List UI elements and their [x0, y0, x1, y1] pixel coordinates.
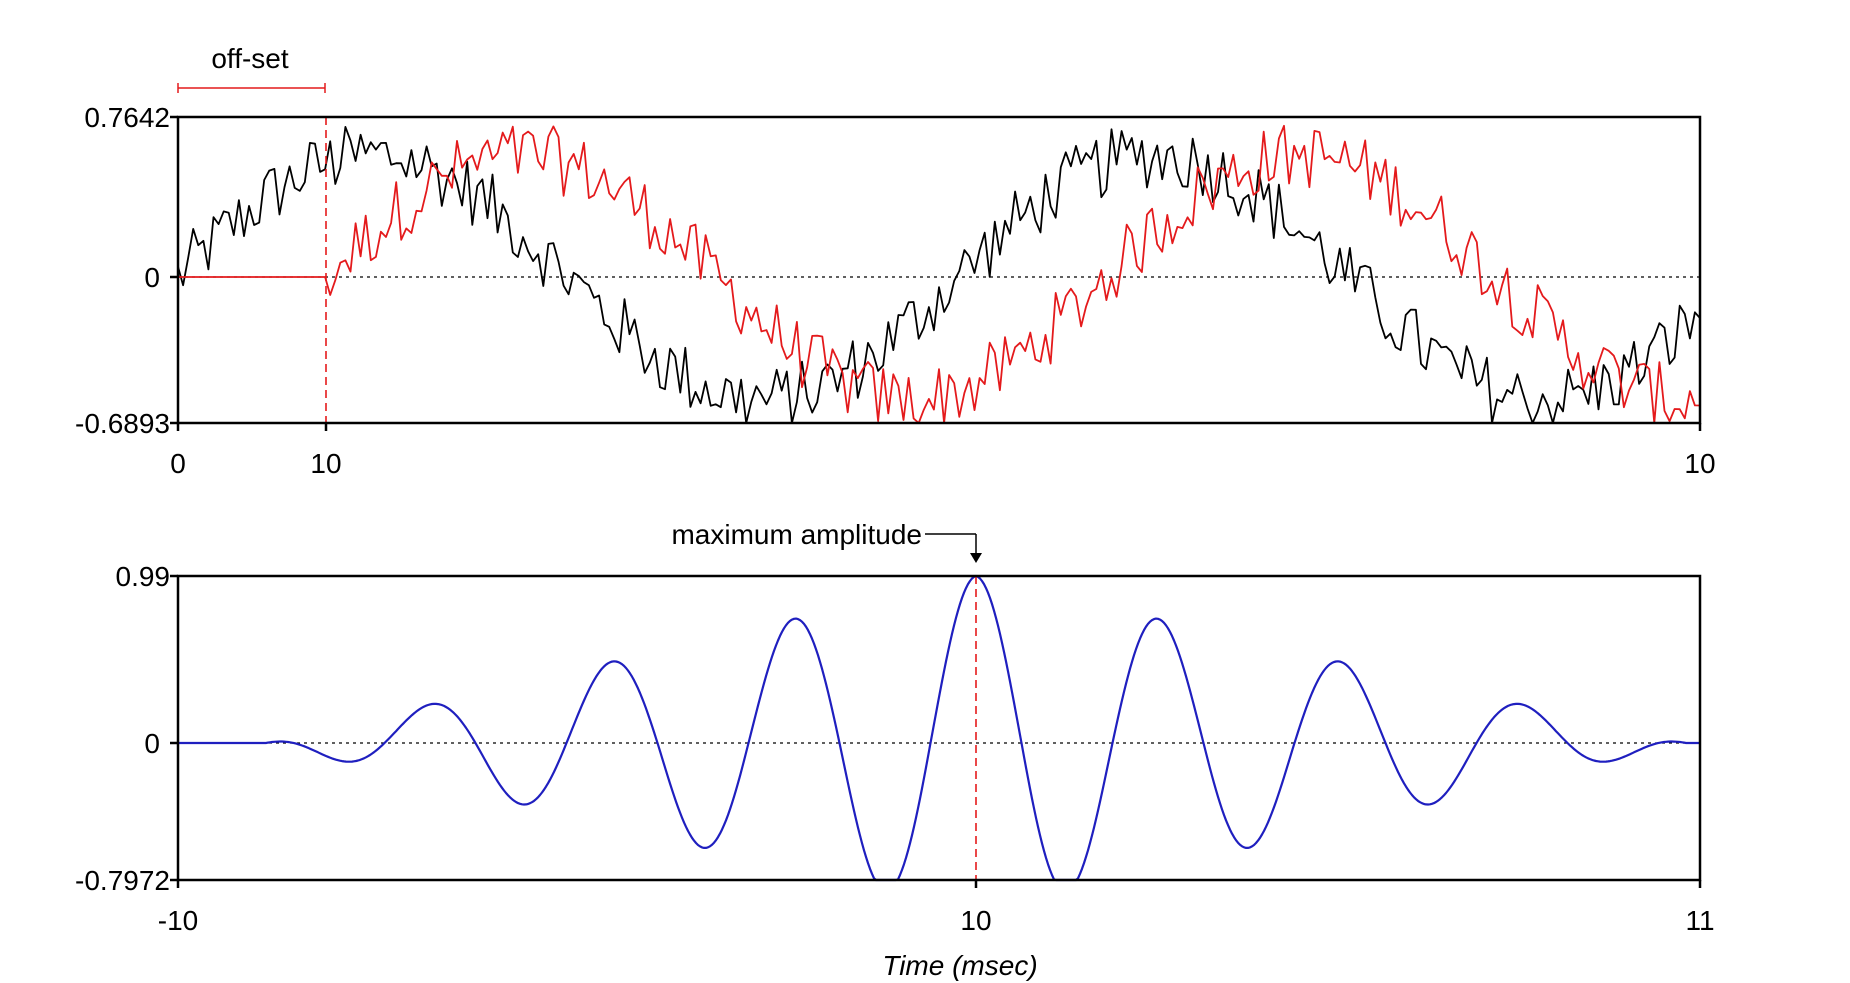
bottom-plot-frame: [176, 574, 1702, 882]
top-xtick-label-end: 10: [1684, 448, 1715, 479]
bottom-ytick-label-max: 0.99: [116, 561, 171, 592]
bottom-ytick-label-zero: 0: [144, 728, 160, 759]
top-ytick-label-min: -0.6893: [75, 408, 170, 439]
bottom-xtick-label-end: 11: [1685, 905, 1714, 936]
series-cross-correlation: [178, 574, 1700, 882]
max-amplitude-annotation-label: maximum amplitude: [671, 519, 922, 550]
max-amplitude-arrow: [925, 533, 977, 557]
top-ytick-label-zero: 0: [144, 262, 160, 293]
bottom-xtick-label-start: -10: [158, 905, 198, 936]
series-red-signal: [178, 124, 1701, 424]
top-xtick-label-start: 0: [170, 448, 186, 479]
bottom-xtick-label-peak: 10: [960, 905, 991, 936]
top-xtick-label-offset: 10: [310, 448, 341, 479]
max-amplitude-arrowhead: [970, 553, 982, 563]
x-axis-title: Time (msec): [882, 950, 1037, 981]
bottom-ytick-label-min: -0.7972: [75, 865, 170, 896]
offset-bracket: [177, 83, 326, 93]
correlation-panel: maximum amplitude 0.99 0 -0.7972 -10 10 …: [75, 519, 1715, 981]
offset-annotation-label: off-set: [211, 43, 289, 74]
top-ytick-label-max: 0.7642: [84, 102, 170, 133]
top-plot-frame: [176, 115, 1702, 425]
signal-panel: off-set 0.7642 0 -0.6893 0 10 10: [75, 43, 1716, 479]
